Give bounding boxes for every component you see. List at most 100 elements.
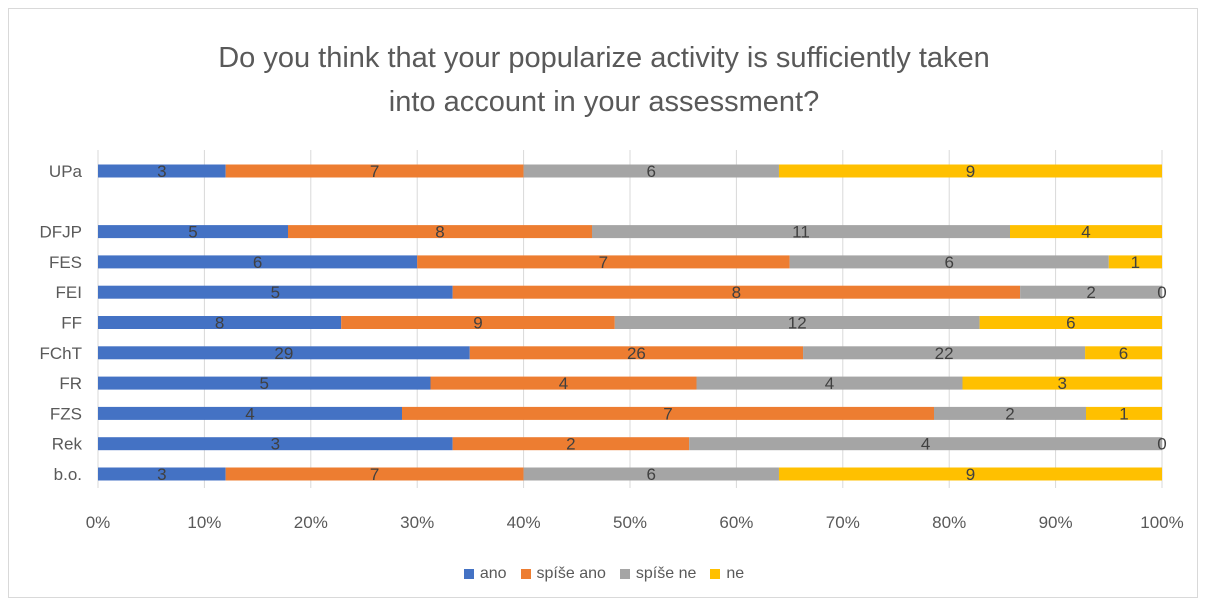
data-label: 7 — [370, 162, 379, 181]
data-label: 6 — [1119, 344, 1128, 363]
bar-segment — [98, 406, 402, 420]
bar-segment — [614, 316, 980, 329]
data-label: 1 — [1131, 253, 1140, 272]
bar-segment — [803, 346, 1086, 360]
bar-segment — [523, 467, 779, 481]
data-label: 3 — [157, 162, 166, 181]
x-tick-label: 80% — [932, 513, 966, 532]
bar-segment — [98, 346, 470, 360]
data-label: 26 — [627, 344, 646, 363]
data-label: 29 — [274, 344, 293, 363]
bar-segment — [979, 316, 1162, 329]
data-label: 8 — [435, 223, 444, 242]
chart-title: Do you think that your popularize activi… — [0, 36, 1208, 124]
legend-label: spíše ne — [635, 565, 697, 582]
bar-segment — [1020, 285, 1162, 299]
x-tick-label: 0% — [86, 513, 111, 532]
x-tick-label: 10% — [187, 513, 221, 532]
legend-label: spíše ano — [536, 565, 606, 582]
chart-title-line-1: Do you think that your popularize activi… — [218, 42, 990, 74]
x-tick-label: 30% — [400, 513, 434, 532]
x-tick-label: 20% — [294, 513, 328, 532]
data-label: 6 — [647, 162, 656, 181]
y-tick-label: DFJP — [40, 223, 83, 242]
bar-segment — [452, 437, 690, 451]
data-label: 4 — [559, 374, 568, 393]
data-label: 7 — [599, 253, 608, 272]
bar-segment — [417, 255, 790, 269]
bar-segment — [778, 164, 1162, 178]
bar-segment — [789, 255, 1109, 269]
data-label: 0 — [1157, 435, 1166, 454]
x-tick-label: 40% — [507, 513, 541, 532]
data-label: 22 — [935, 344, 954, 363]
y-tick-label: Rek — [52, 435, 83, 454]
bar-segment — [430, 376, 697, 390]
bar-segment — [402, 406, 934, 420]
bar-segment — [225, 467, 524, 481]
y-tick-label: b.o. — [54, 465, 82, 484]
bar-segment — [452, 285, 1021, 299]
legend-item: ne — [710, 565, 744, 583]
data-label: 12 — [788, 314, 807, 333]
legend-item: spíše ne — [619, 565, 697, 583]
bar-segment — [778, 467, 1162, 481]
y-tick-label: FES — [49, 253, 82, 272]
data-label: 2 — [1086, 283, 1095, 302]
bar-segment — [689, 437, 1162, 451]
data-label: 3 — [157, 465, 166, 484]
x-tick-label: 50% — [613, 513, 647, 532]
x-tick-label: 90% — [1039, 513, 1073, 532]
y-tick-label: FChT — [40, 344, 83, 363]
chart-frame — [8, 8, 1198, 598]
bar-segment — [341, 316, 615, 329]
x-tick-label: 70% — [826, 513, 860, 532]
data-label: 9 — [966, 162, 975, 181]
bar-segment — [962, 376, 1162, 390]
bar-segment — [98, 285, 453, 299]
data-label: 4 — [921, 435, 930, 454]
data-label: 4 — [245, 404, 254, 423]
data-label: 7 — [370, 465, 379, 484]
bar-segment — [592, 225, 1010, 239]
legend-swatch — [710, 569, 721, 579]
data-label: 5 — [260, 374, 269, 393]
bar-segment — [1010, 225, 1162, 239]
bar-segment — [98, 437, 453, 451]
data-label: 7 — [663, 404, 672, 423]
data-label: 2 — [566, 435, 575, 454]
data-label: 4 — [1081, 223, 1090, 242]
y-tick-label: FF — [61, 314, 82, 333]
data-label: 3 — [271, 435, 280, 454]
y-tick-label: UPa — [49, 162, 83, 181]
data-label: 6 — [253, 253, 262, 272]
x-tick-label: 60% — [719, 513, 753, 532]
y-tick-label: FEI — [56, 283, 82, 302]
data-label: 3 — [1058, 374, 1067, 393]
bar-segment — [934, 406, 1086, 420]
data-label: 1 — [1119, 404, 1128, 423]
bar-segment — [469, 346, 804, 360]
bar-segment — [225, 164, 524, 178]
bar-segment — [1085, 346, 1162, 360]
bar-segment — [98, 467, 226, 481]
legend-swatch — [463, 569, 474, 579]
data-label: 8 — [215, 314, 224, 333]
legend-item: ano — [463, 565, 507, 583]
data-label: 5 — [271, 283, 280, 302]
y-tick-label: FZS — [50, 404, 82, 423]
chart-title-line-2: into account in your assessment? — [388, 86, 820, 118]
legend-swatch — [520, 569, 531, 579]
data-label: 6 — [1066, 314, 1075, 333]
legend-label: ne — [726, 565, 745, 582]
data-label: 0 — [1157, 283, 1166, 302]
data-label: 8 — [732, 283, 741, 302]
data-label: 11 — [792, 223, 810, 242]
x-tick-label: 100% — [1140, 513, 1183, 532]
bar-segment — [1108, 255, 1162, 269]
legend-item: spíše ano — [520, 565, 606, 583]
data-label: 2 — [1005, 404, 1014, 423]
y-tick-label: FR — [59, 374, 82, 393]
data-label: 9 — [966, 465, 975, 484]
